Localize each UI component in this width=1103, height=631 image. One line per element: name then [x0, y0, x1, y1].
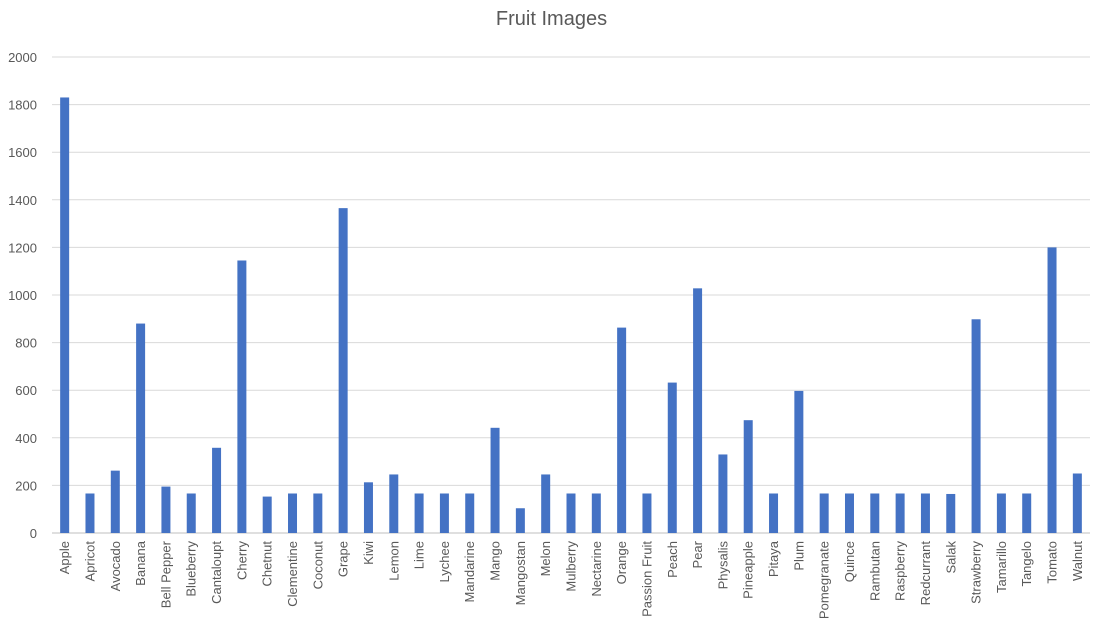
bar: [819, 493, 829, 533]
x-tick-label: Raspberry: [893, 541, 908, 601]
bar: [996, 493, 1006, 533]
bar: [693, 288, 703, 533]
x-tick-label: Lychee: [437, 541, 452, 582]
bar: [389, 474, 399, 533]
x-tick-label: Melon: [538, 541, 553, 576]
x-tick-label: Redcurrant: [918, 541, 933, 606]
x-tick-label: Bell Pepper: [158, 540, 173, 608]
x-tick-label: Pineapple: [741, 541, 756, 599]
x-tick-label: Banana: [133, 540, 148, 586]
bar: [718, 454, 728, 533]
bar: [262, 496, 272, 533]
x-tick-label: Tomato: [1045, 541, 1060, 584]
bar: [136, 323, 146, 533]
bar: [212, 447, 222, 533]
x-tick-label: Mango: [488, 541, 503, 581]
y-tick-label: 1000: [8, 288, 37, 303]
y-tick-label: 800: [15, 336, 37, 351]
bar: [1072, 473, 1082, 533]
x-tick-label: Physalis: [715, 541, 730, 590]
x-tick-label: Walnut: [1070, 541, 1085, 581]
y-tick-label: 1200: [8, 240, 37, 255]
bar: [288, 493, 298, 533]
y-tick-label: 200: [15, 478, 37, 493]
x-tick-label: Cantaloupt: [209, 541, 224, 604]
x-tick-label: Passion Fruit: [639, 541, 654, 617]
bar: [895, 493, 905, 533]
x-tick-label: Kiwi: [361, 541, 376, 565]
bar: [186, 493, 196, 533]
x-tick-label: Apple: [57, 541, 72, 574]
y-tick-label: 400: [15, 431, 37, 446]
bar: [946, 493, 956, 533]
y-tick-label: 600: [15, 383, 37, 398]
x-tick-label: Pitaya: [766, 540, 781, 577]
bar: [439, 493, 449, 533]
x-tick-label: Lemon: [386, 541, 401, 581]
bar: [920, 493, 930, 533]
bar: [161, 486, 171, 533]
bar: [60, 97, 70, 534]
bar: [110, 470, 120, 533]
bar: [591, 493, 601, 533]
x-tick-label: Tangelo: [1019, 541, 1034, 587]
bar: [465, 493, 475, 533]
bar: [515, 508, 525, 533]
y-tick-label: 1400: [8, 193, 37, 208]
bar: [1022, 493, 1032, 533]
bar: [769, 493, 779, 533]
bar: [85, 493, 95, 533]
bar: [971, 319, 981, 533]
bar: [541, 474, 551, 533]
x-tick-label: Quince: [842, 541, 857, 582]
x-tick-label: Salak: [943, 541, 958, 574]
y-tick-label: 1600: [8, 145, 37, 160]
x-tick-label: Plum: [791, 541, 806, 571]
x-tick-label: Coconut: [310, 541, 325, 590]
bar: [490, 427, 500, 533]
x-tick-label: Orange: [614, 541, 629, 584]
bar: [363, 482, 373, 533]
x-tick-label: Blueberry: [184, 541, 199, 597]
x-tick-label: Pomegranate: [817, 541, 832, 619]
bar: [743, 420, 753, 533]
x-tick-label: Avocado: [108, 541, 123, 591]
bar: [313, 493, 323, 533]
bar: [844, 493, 854, 533]
bar: [338, 208, 348, 533]
x-tick-label: Lime: [412, 541, 427, 569]
bar: [566, 493, 576, 533]
x-tick-label: Clementine: [285, 541, 300, 607]
bar: [642, 493, 652, 533]
x-tick-label: Chetnut: [260, 541, 275, 587]
bar: [870, 493, 880, 533]
x-tick-label: Mulberry: [564, 541, 579, 592]
x-tick-label: Rambutan: [867, 541, 882, 601]
bar: [237, 260, 247, 533]
x-tick-label: Strawberry: [969, 541, 984, 604]
x-tick-label: Cherry: [234, 541, 249, 581]
bar: [1047, 247, 1057, 533]
x-tick-label: Mangostan: [513, 541, 528, 605]
y-tick-label: 0: [30, 526, 37, 541]
bar: [414, 493, 424, 533]
x-tick-label: Grape: [336, 541, 351, 577]
x-tick-label: Nectarine: [589, 541, 604, 597]
bar: [794, 390, 804, 533]
chart-title: Fruit Images: [495, 8, 608, 30]
x-tick-label: Mandarine: [462, 541, 477, 602]
x-tick-label: Tamarillo: [994, 541, 1009, 593]
bar: [667, 382, 677, 533]
y-tick-label: 1800: [8, 98, 37, 113]
x-tick-label: Pear: [690, 540, 705, 568]
bar: [617, 327, 627, 533]
y-tick-label: 2000: [8, 50, 37, 65]
x-tick-label: Peach: [665, 541, 680, 578]
x-tick-label: Apricot: [82, 541, 97, 582]
